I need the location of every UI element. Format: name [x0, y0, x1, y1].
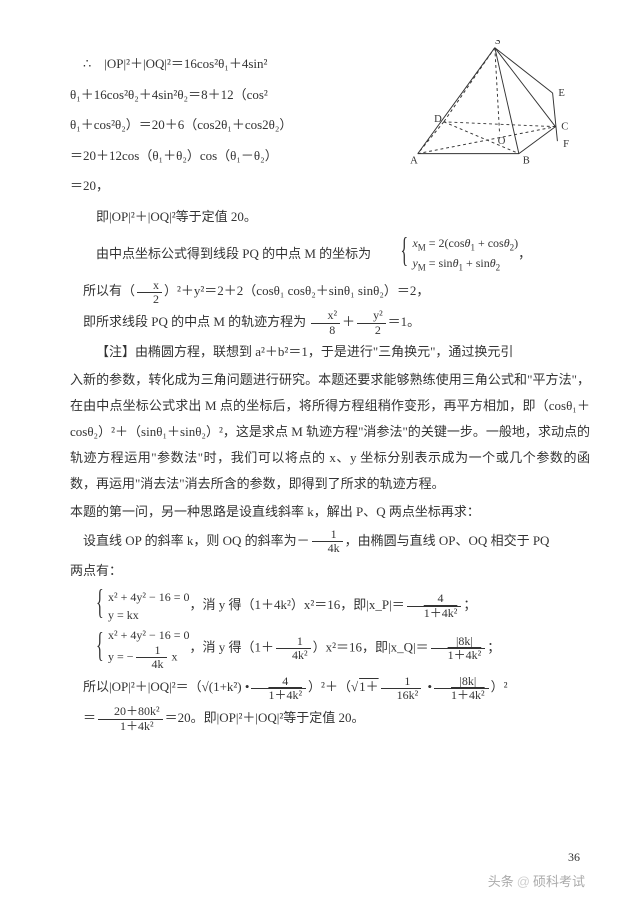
text: ； — [463, 597, 476, 612]
line-12: 本题的第一问，另一种思路是设直线斜率 k，解出 P、Q 两点坐标再求： — [70, 499, 590, 525]
text: 所以|OP|²＋|OQ|²＝（√(1+k²) • — [83, 679, 249, 694]
svg-text:S: S — [495, 40, 501, 47]
text: 由中点坐标公式得到线段 PQ 的中点 M 的坐标为 — [96, 245, 371, 260]
line-5: ＝20， — [70, 172, 590, 201]
frac: x²8 — [311, 309, 340, 336]
text: 头条 — [488, 874, 514, 889]
text: 即所求线段 PQ 的中点 M 的轨迹方程为 — [83, 314, 306, 329]
text: ＝20。即|OP|²＋|OQ|²等于定值 20。 — [165, 710, 365, 725]
line-13: 设直线 OP 的斜率 k，则 OQ 的斜率为－14k，由椭圆与直线 OP、OQ … — [70, 527, 590, 556]
line-17: 所以|OP|²＋|OQ|²＝（√(1+k²) •41＋4k²）²＋（√1＋116… — [70, 673, 590, 702]
text: ，消 y 得（1＋ — [190, 640, 275, 655]
line-16: x² + 4y² − 16 = 0 y = −14k x ，消 y 得（1＋14… — [70, 626, 590, 671]
text: ）²＋（ — [308, 679, 351, 694]
text: • — [424, 679, 432, 694]
line-2: θ₁＋16cos²θ₂＋4sin²θ₂＝8＋12（cos² — [70, 81, 380, 110]
frac: 41＋4k² — [251, 675, 306, 702]
text: ）² — [491, 679, 508, 694]
watermark: 头条@硕科考试 — [488, 868, 585, 897]
svg-text:O: O — [498, 136, 506, 147]
line-9: 即所求线段 PQ 的中点 M 的轨迹方程为 x²8＋y²2＝1。 — [70, 308, 590, 337]
text: ； — [487, 640, 500, 655]
text: 所以有（ — [83, 283, 135, 298]
line-7: 由中点坐标公式得到线段 PQ 的中点 M 的坐标为 xM = 2(cosθ1 +… — [70, 234, 590, 276]
svg-text:C: C — [561, 122, 568, 133]
frac: 41＋4k² — [407, 592, 462, 619]
text: 硕科考试 — [533, 874, 585, 889]
line-3: θ₁＋cos²θ₂）＝20＋6（cos2θ₁＋cos2θ₂） — [70, 111, 380, 140]
at-icon: @ — [517, 874, 530, 889]
svg-text:D: D — [434, 114, 442, 125]
line-15: x² + 4y² − 16 = 0y = kx ，消 y 得（1＋4k²）x²＝… — [70, 588, 590, 624]
frac: 14k² — [276, 635, 311, 662]
frac: |8k|1＋4k² — [434, 675, 489, 702]
text: 设直线 OP 的斜率 k，则 OQ 的斜率为－ — [83, 533, 310, 548]
svg-text:B: B — [523, 155, 530, 166]
line-18: ＝20＋80k²1＋4k²＝20。即|OP|²＋|OQ|²等于定值 20。 — [70, 704, 590, 733]
text: ＝ — [83, 710, 96, 725]
system-1: xM = 2(cosθ1 + cosθ2) yM = sinθ1 + sinθ2 — [374, 234, 518, 276]
frac: x2 — [137, 279, 162, 306]
text: ＝1。 — [388, 314, 421, 329]
line-1: ∴ |OP|²＋|OQ|²＝16cos²θ₁＋4sin² — [70, 50, 380, 79]
frac: 14k — [312, 528, 343, 555]
svg-text:E: E — [558, 88, 564, 99]
system-2: x² + 4y² − 16 = 0y = kx — [83, 588, 190, 624]
text: ， — [518, 245, 531, 260]
text: ，由椭圆与直线 OP、OQ 相交于 PQ — [345, 533, 550, 548]
text: ）x²＝16，即|x_Q|＝ — [313, 640, 429, 655]
frac: 20＋80k²1＋4k² — [98, 705, 163, 732]
frac: y²2 — [357, 309, 386, 336]
frac: |8k|1＋4k² — [431, 635, 486, 662]
line-14: 两点有： — [70, 557, 590, 586]
page-number: 36 — [568, 844, 580, 870]
line-10: 【注】由椭圆方程，联想到 a²＋b²＝1，于是进行"三角换元"，通过换元引 — [70, 339, 590, 365]
text: ）²＋y²＝2＋2（cosθ₁ cosθ₂＋sinθ₁ sinθ₂）＝2， — [164, 283, 429, 298]
text: ，消 y 得（1＋4k²）x²＝16，即|x_P|＝ — [190, 597, 405, 612]
pyramid-diagram: S A B C D E F O — [400, 40, 580, 170]
svg-text:A: A — [410, 155, 418, 166]
line-11: 入新的参数，转化成为三角问题进行研究。本题还要求能够熟练使用三角公式和"平方法"… — [70, 367, 590, 497]
svg-text:F: F — [563, 139, 569, 150]
line-6: 即|OP|²＋|OQ|²等于定值 20。 — [70, 203, 590, 232]
line-8: 所以有（x2）²＋y²＝2＋2（cosθ₁ cosθ₂＋sinθ₁ sinθ₂）… — [70, 277, 590, 306]
system-3: x² + 4y² − 16 = 0 y = −14k x — [83, 626, 190, 671]
